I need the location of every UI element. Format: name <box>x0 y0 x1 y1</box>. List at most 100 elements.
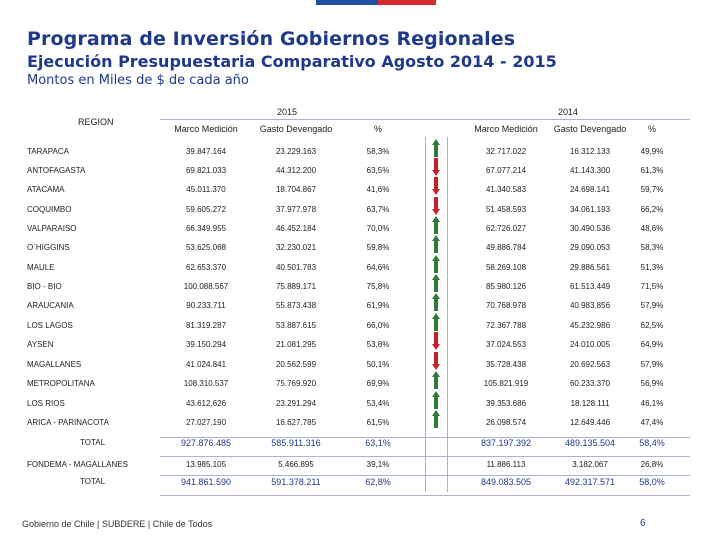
cell-g15: 46.452.184 <box>275 224 317 233</box>
down-arrow-icon <box>432 177 440 195</box>
cell-p15: 70,0% <box>366 224 390 233</box>
cell-p15: 41,6% <box>366 185 390 194</box>
cell-p15: 63,7% <box>366 205 390 214</box>
pct-2014-header: % <box>647 124 657 134</box>
cell-g15: 75.889.171 <box>275 282 317 291</box>
region-name: MAULE <box>27 263 55 272</box>
region-name: VALPARAISO <box>27 224 77 233</box>
cell-p14: 56,9% <box>640 379 664 388</box>
cell-g15: 32.230.021 <box>275 243 317 252</box>
cell-p15: 39,1% <box>366 460 390 469</box>
cell-m15: 41.024.841 <box>185 360 227 369</box>
cell-m15: 108.310.537 <box>183 379 229 388</box>
cell-g15: 5.466.895 <box>278 460 314 469</box>
cell-p14: 62,5% <box>640 321 664 330</box>
region-name: AYSEN <box>27 340 54 349</box>
cell-g15: 23.229.163 <box>275 147 317 156</box>
cell-g15: 21.081.295 <box>275 340 317 349</box>
cell-g14: 34.061.193 <box>569 205 611 214</box>
cell-m15: 45.011.370 <box>186 185 226 194</box>
cell-m14: 35.728.438 <box>485 360 527 369</box>
region-name: TOTAL <box>80 477 106 486</box>
up-arrow-icon <box>432 410 440 428</box>
cell-g15: 37.977.978 <box>275 205 317 214</box>
cell-g14: 12.649.446 <box>569 418 611 427</box>
cell-p14: 57,9% <box>640 360 664 369</box>
cell-g14: 40.983.856 <box>569 301 611 310</box>
cell-g15: 55.873.438 <box>275 301 317 310</box>
cell-m14: 58.269.108 <box>485 263 527 272</box>
cell-p14: 61,3% <box>640 166 664 175</box>
cell-m15: 66.349.955 <box>185 224 227 233</box>
cell-g14: 24.698.141 <box>569 185 611 194</box>
cell-g14: 24.010.005 <box>569 340 611 349</box>
cell-g14: 60.233.370 <box>569 379 611 388</box>
cell-p15: 61,9% <box>366 301 390 310</box>
cell-g14: 489.135.504 <box>564 438 616 448</box>
region-name: TARAPACA <box>27 147 69 156</box>
cell-m15: 90.233.711 <box>186 301 226 310</box>
cell-g15: 20.562.599 <box>275 360 317 369</box>
cell-p15: 75,8% <box>366 282 390 291</box>
region-name: ARICA - PARINACOTA <box>27 418 109 427</box>
cell-m15: 81.319.287 <box>185 321 227 330</box>
cell-m15: 39.150.294 <box>185 340 227 349</box>
cell-p14: 49,9% <box>640 147 664 156</box>
cell-g14: 41.143.300 <box>569 166 611 175</box>
cell-m14: 849.083.505 <box>480 477 532 487</box>
cell-g15: 585.911.316 <box>271 438 321 448</box>
up-arrow-icon <box>432 274 440 292</box>
cell-p14: 58,0% <box>639 477 665 487</box>
cell-m14: 32.717.022 <box>485 147 527 156</box>
region-name: ANTOFAGASTA <box>27 166 86 175</box>
region-name: BIO - BIO <box>27 282 62 291</box>
cell-g15: 44.312.200 <box>275 166 317 175</box>
gasto-2014-header: Gasto Devengado <box>553 124 627 134</box>
cell-m14: 70.768.978 <box>485 301 527 310</box>
cell-g15: 23.291.294 <box>275 399 317 408</box>
up-arrow-icon <box>432 391 440 409</box>
region-name: LOS LAGOS <box>27 321 73 330</box>
down-arrow-icon <box>432 332 440 350</box>
flag-bar <box>316 0 436 5</box>
cell-p14: 58,3% <box>640 243 664 252</box>
up-arrow-icon <box>432 313 440 331</box>
cell-p14: 66,2% <box>640 205 664 214</box>
cell-g14: 3.182.067 <box>572 460 608 469</box>
cell-p15: 59,8% <box>366 243 390 252</box>
cell-m15: 59.605.272 <box>185 205 227 214</box>
region-name: ARAUCANIA <box>27 301 74 310</box>
cell-p14: 47,4% <box>640 418 664 427</box>
region-header: REGION <box>78 117 114 127</box>
cell-g15: 591.378.211 <box>271 477 321 487</box>
cell-g14: 29.090.053 <box>569 243 611 252</box>
cell-g14: 492.317.571 <box>564 477 616 487</box>
cell-p15: 66,0% <box>366 321 390 330</box>
down-arrow-icon <box>432 352 440 370</box>
cell-m15: 39.847.164 <box>185 147 227 156</box>
cell-g15: 53.887.615 <box>275 321 317 330</box>
gasto-2015-header: Gasto Devengado <box>259 124 333 134</box>
page-subtitle: Ejecución Presupuestaria Comparativo Ago… <box>27 52 557 71</box>
region-name: TOTAL <box>80 438 106 447</box>
cell-p15: 53,8% <box>366 340 390 349</box>
region-name: COQUIMBO <box>27 205 72 214</box>
region-name: METROPOLITANA <box>27 379 95 388</box>
cell-m15: 43.612.626 <box>185 399 227 408</box>
marco-2014-header: Marco Medición <box>474 124 538 134</box>
cell-g14: 18.128.111 <box>570 399 610 408</box>
cell-g14: 29.886.561 <box>569 263 611 272</box>
cell-p14: 46,1% <box>640 399 664 408</box>
cell-m14: 26.098.574 <box>485 418 527 427</box>
cell-p14: 48,6% <box>640 224 664 233</box>
region-name: FONDEMA - MAGALLANES <box>27 460 128 469</box>
cell-g14: 20.692.563 <box>569 360 611 369</box>
down-arrow-icon <box>432 158 440 176</box>
cell-m14: 85.980.126 <box>485 282 527 291</box>
cell-p14: 71,5% <box>640 282 664 291</box>
cell-m15: 13.985.105 <box>185 460 227 469</box>
up-arrow-icon <box>432 139 440 157</box>
cell-p14: 26,8% <box>640 460 664 469</box>
cell-m14: 41.340.583 <box>485 185 527 194</box>
header-divider <box>160 119 690 120</box>
